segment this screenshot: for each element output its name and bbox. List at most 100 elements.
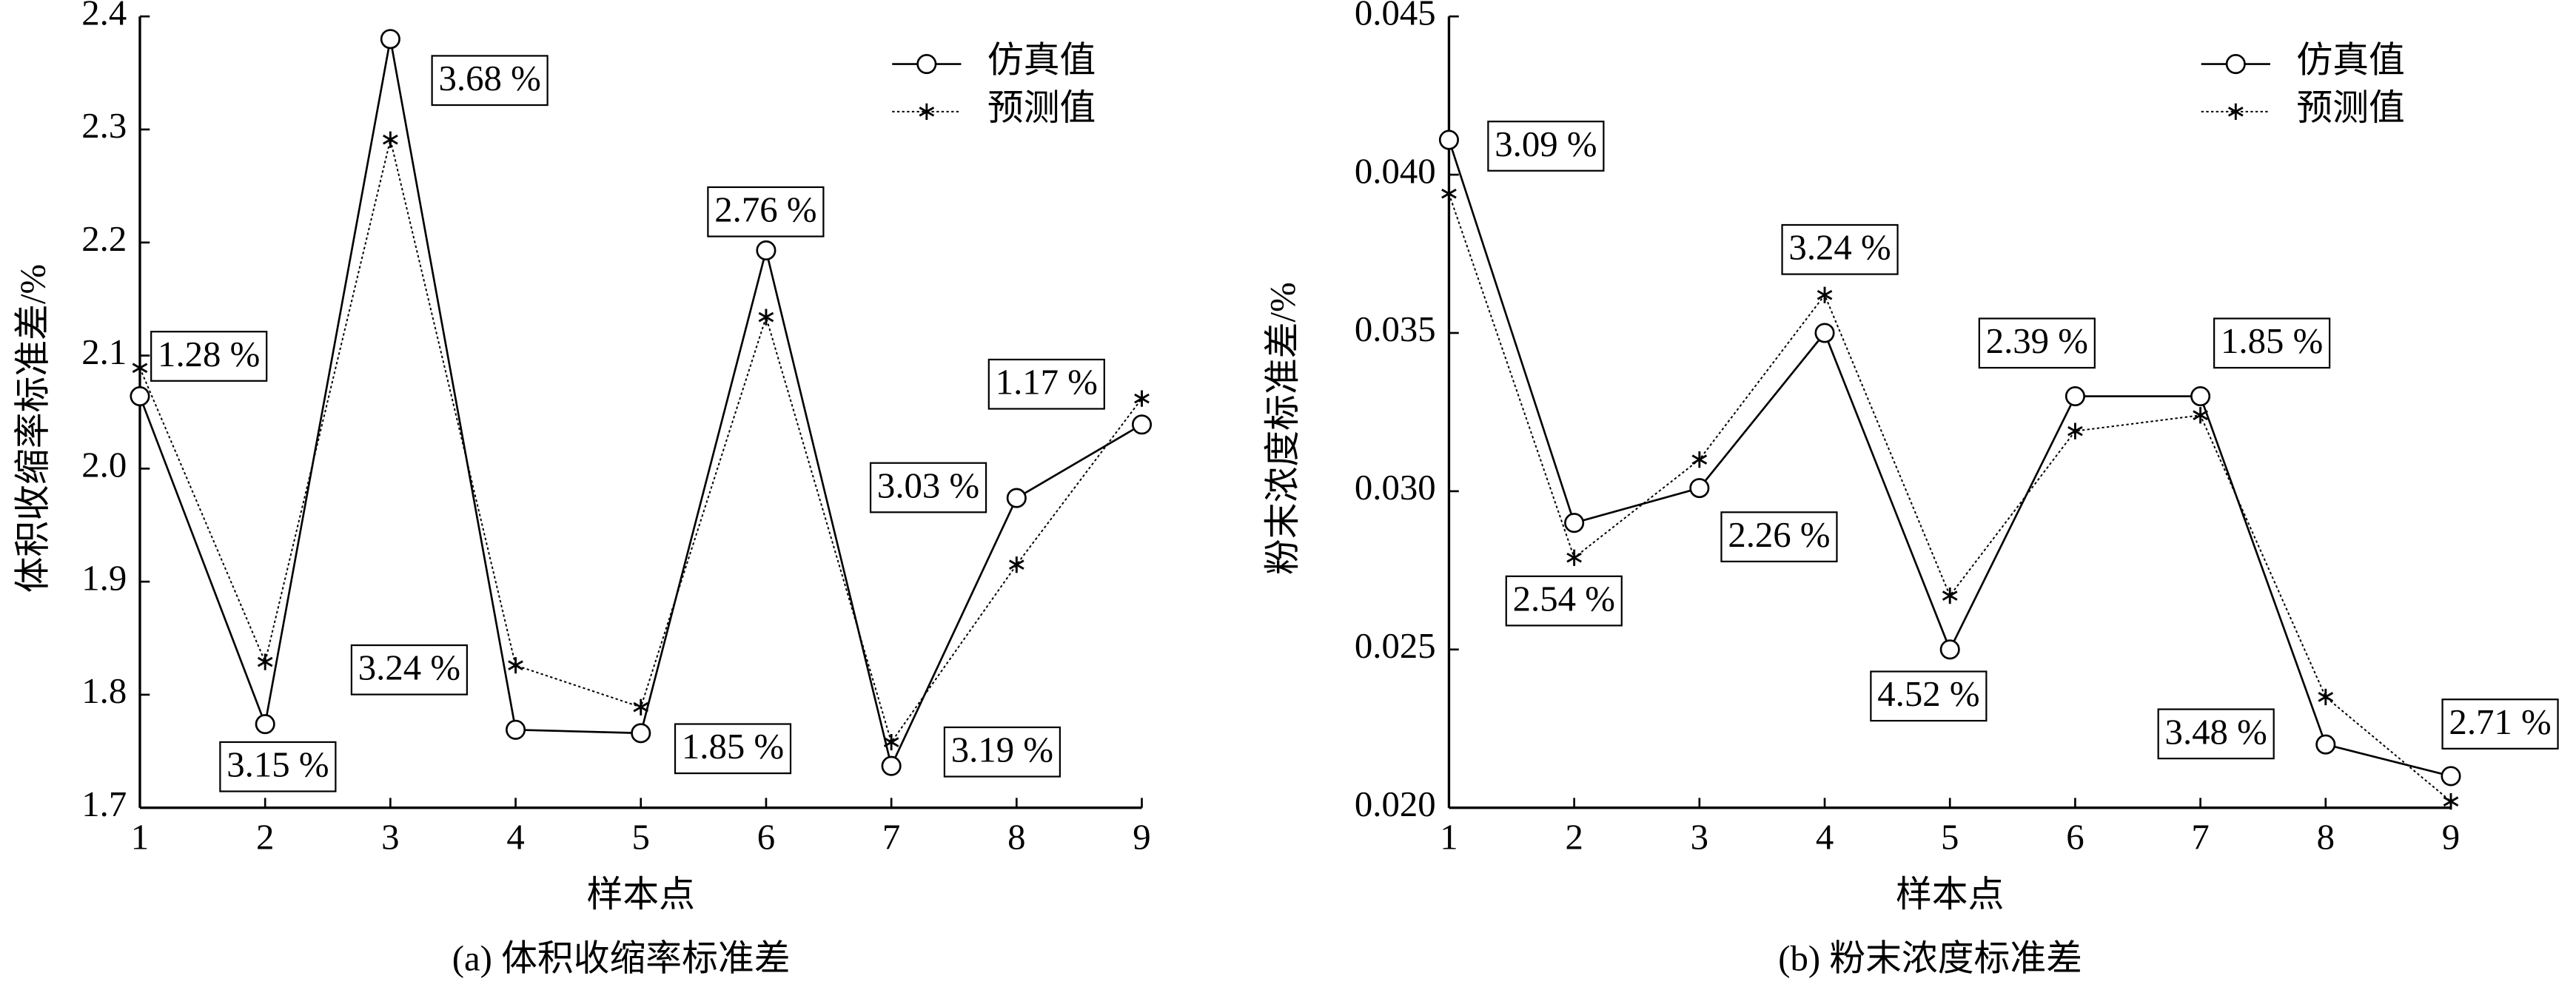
y-axis-label: 体积收缩率标准差/% <box>13 264 53 593</box>
marker-circle <box>881 755 902 776</box>
x-axis-label: 样本点 <box>587 875 695 915</box>
annotation: 1.85 % <box>682 727 784 767</box>
annotation-box <box>2441 698 2559 750</box>
marker-star <box>257 653 273 670</box>
marker-star <box>633 698 649 715</box>
legend-label: 预测值 <box>2296 88 2404 128</box>
x-tick-label: 5 <box>1941 817 1959 857</box>
x-tick-label: 9 <box>2442 817 2460 857</box>
marker-star <box>758 309 774 326</box>
marker-circle <box>506 719 526 740</box>
marker-circle <box>1006 488 1027 508</box>
marker-circle <box>2190 386 2211 407</box>
marker-star <box>508 657 523 674</box>
marker-star <box>383 131 398 148</box>
y-tick-label: 2.2 <box>81 219 127 259</box>
x-tick-label: 2 <box>256 817 274 857</box>
x-tick-label: 7 <box>882 817 900 857</box>
annotation-box <box>2213 317 2331 369</box>
legend-marker <box>2227 103 2244 120</box>
x-tick-label: 1 <box>131 817 149 857</box>
annotation-box <box>219 741 337 792</box>
marker-star <box>2067 422 2083 440</box>
annotation-box <box>350 644 468 696</box>
annotation: 2.26 % <box>1728 515 1830 555</box>
x-tick-label: 9 <box>1133 817 1150 857</box>
y-tick-label: 1.8 <box>81 671 127 711</box>
marker-circle <box>1131 414 1153 435</box>
marker-circle <box>2315 734 2336 755</box>
y-tick-label: 0.025 <box>1355 626 1436 666</box>
caption: (b) 粉末浓度标准差 <box>1778 938 2082 978</box>
x-tick-label: 4 <box>1816 817 1834 857</box>
chart-panel: 1.7 1.8 1.9 2.0 2.1 2.2 2.3 2.4 1 2 3 4 5 6 7 8 9 样本点 (a) … <box>13 0 1153 978</box>
caption: (a) 体积收缩率标准差 <box>452 938 791 978</box>
marker-star <box>1134 390 1150 407</box>
y-tick-label: 0.045 <box>1355 0 1436 33</box>
marker-circle <box>2441 766 2461 787</box>
marker-star <box>2443 793 2459 810</box>
annotation-box <box>1720 511 1838 562</box>
marker-star <box>1008 556 1024 573</box>
marker-circle <box>2065 386 2085 407</box>
marker-circle <box>1939 639 1960 660</box>
x-tick-label: 5 <box>632 817 650 857</box>
y-tick-label: 0.035 <box>1355 309 1436 349</box>
legend-label: 仿真值 <box>2296 41 2404 81</box>
marker-circle <box>380 29 400 50</box>
annotation: 1.28 % <box>158 334 260 374</box>
y-tick-label: 2.4 <box>81 0 127 33</box>
y-tick-label: 2.0 <box>81 445 127 485</box>
annotation-box <box>1505 575 1623 627</box>
legend-label: 仿真值 <box>987 41 1096 81</box>
marker-star <box>1566 549 1582 566</box>
marker-circle <box>1689 478 1710 499</box>
annotation: 3.19 % <box>951 730 1053 770</box>
y-tick-label: 1.9 <box>81 558 127 598</box>
annotation: 3.24 % <box>358 648 460 688</box>
legend-marker <box>916 54 937 75</box>
legend-marker <box>2225 54 2246 75</box>
marker-circle <box>756 240 777 260</box>
x-tick-label: 2 <box>1565 817 1583 857</box>
annotation: 2.76 % <box>714 190 816 230</box>
x-tick-label: 7 <box>2191 817 2209 857</box>
annotation-box <box>2157 708 2275 760</box>
marker-star <box>1441 185 1457 202</box>
legend-label: 预测值 <box>987 88 1096 128</box>
annotation: 3.24 % <box>1788 228 1891 268</box>
annotation-box <box>943 726 1061 778</box>
annotation: 4.52 % <box>1877 674 1979 714</box>
x-tick-label: 6 <box>2066 817 2084 857</box>
marker-circle <box>130 386 150 407</box>
x-tick-label: 4 <box>506 817 524 857</box>
annotation-box <box>1487 121 1605 172</box>
marker-star <box>1691 451 1708 468</box>
y-tick-label: 2.3 <box>81 106 127 146</box>
annotation-box <box>987 358 1105 410</box>
annotation: 3.03 % <box>877 465 979 505</box>
annotation-box <box>869 462 987 513</box>
x-tick-label: 3 <box>381 817 399 857</box>
marker-star <box>883 733 899 751</box>
legend-marker <box>919 103 935 120</box>
x-tick-label: 8 <box>1007 817 1025 857</box>
plot-area <box>140 16 1142 808</box>
marker-circle <box>1438 129 1459 150</box>
x-tick-label: 3 <box>1691 817 1708 857</box>
annotation: 3.09 % <box>1495 124 1597 164</box>
annotation: 2.39 % <box>1986 321 2088 361</box>
annotation: 3.48 % <box>2165 712 2267 752</box>
marker-star <box>2318 688 2334 706</box>
marker-circle <box>1814 323 1835 343</box>
y-tick-label: 2.1 <box>81 332 127 372</box>
annotation-box <box>431 55 549 107</box>
y-tick-label: 0.040 <box>1355 151 1436 191</box>
annotation: 3.68 % <box>438 58 540 98</box>
annotation: 1.85 % <box>2221 321 2323 361</box>
marker-star <box>2193 407 2208 424</box>
marker-star <box>1817 286 1833 303</box>
annotation-box <box>707 186 825 238</box>
marker-circle <box>255 714 275 735</box>
